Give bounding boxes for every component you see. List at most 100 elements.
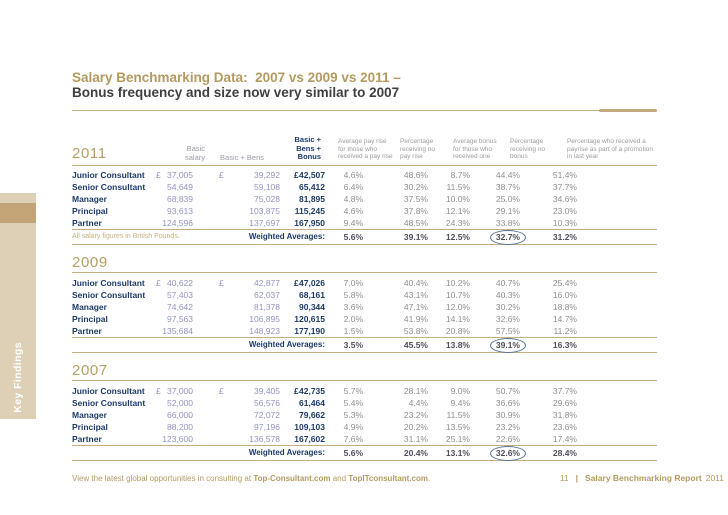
pct-promotion-cell: 17.4% xyxy=(552,433,577,444)
footer-link-topitconsultant[interactable]: TopITconsultant.com xyxy=(348,474,428,483)
column-header-basic-bens-bonus: Basic + Bens + Bonus xyxy=(294,135,321,161)
year-label-2007: 2007 xyxy=(72,362,657,381)
role-cell: Senior Consultant xyxy=(72,397,146,408)
avg-bonus-cell: 12.1% xyxy=(445,205,470,216)
weighted-pct-no-bonus: 32.6% xyxy=(487,445,544,461)
basic-bens-cell: 81,378 xyxy=(254,301,280,312)
basic-bens-bonus-cell: 167,602 xyxy=(294,433,325,444)
avg-bonus-cell: 13.5% xyxy=(445,421,470,432)
pct-no-pay-rise-cell: 40.4% xyxy=(403,277,428,288)
pct-no-bonus-cell: 38.7% xyxy=(495,181,520,192)
column-header-pct-promotion: Percentage who received a payrise as par… xyxy=(567,138,653,160)
role-cell: Manager xyxy=(72,301,107,312)
avg-bonus-cell: 11.5% xyxy=(446,181,470,192)
table-row: Senior Consultant 52,000 56,576 61,464 5… xyxy=(72,397,657,409)
salary-table-2011: 2011 Basic salary Basic + Bens Basic + Be… xyxy=(72,127,657,245)
salary-table-2007: Junior Consultant £37,000 £39,405 £42,73… xyxy=(72,381,657,461)
pct-no-bonus-cell: 25.0% xyxy=(495,193,520,204)
pct-no-pay-rise-cell: 28.1% xyxy=(403,385,428,396)
avg-pay-rise-cell: 5.3% xyxy=(343,409,363,420)
pound-sign: £ xyxy=(219,385,224,396)
footer-text: View the latest global opportunities in … xyxy=(72,474,254,483)
empty-cell xyxy=(72,337,193,352)
table-row: Manager 74,642 81,378 90,344 3.6% 47.1% … xyxy=(72,301,657,313)
table-row: Manager 66,000 72,072 79,662 5.3% 23.2% … xyxy=(72,409,657,421)
basic-salary-cell: £37,005 xyxy=(156,169,193,180)
key-findings-tab: Key Findings xyxy=(0,193,36,419)
table-row: Senior Consultant 57,403 62,037 68,161 5… xyxy=(72,289,657,301)
pct-promotion-cell: 34.6% xyxy=(552,193,577,204)
basic-bens-bonus-cell: 81,895 xyxy=(299,193,325,204)
pct-promotion-cell: 14.7% xyxy=(552,313,577,324)
pct-promotion-cell: 37.7% xyxy=(552,385,577,396)
basic-salary-cell: 52,000 xyxy=(167,397,193,408)
basic-salary-cell: 88,200 xyxy=(167,421,193,432)
pct-no-bonus-cell: 30.2% xyxy=(495,301,520,312)
basic-bens-bonus-cell: 167,950 xyxy=(294,217,325,228)
report-title: Salary Benchmarking Report xyxy=(585,473,702,483)
avg-pay-rise-cell: 4.9% xyxy=(343,421,363,432)
basic-salary-cell: 124,596 xyxy=(162,217,193,228)
avg-pay-rise-cell: 5.4% xyxy=(343,397,363,408)
avg-pay-rise-cell: 5.8% xyxy=(343,289,363,300)
table-row: Partner 123,600 136,578 167,602 7.6% 31.… xyxy=(72,433,657,445)
pct-no-bonus-cell: 44.4% xyxy=(495,169,520,180)
pound-sign: £ xyxy=(294,277,299,288)
weighted-avg-bonus: 13.8% xyxy=(445,339,470,350)
basic-salary-cell: 123,600 xyxy=(162,433,193,444)
sidebar-accent-band xyxy=(0,203,36,223)
role-cell: Junior Consultant xyxy=(72,277,145,288)
basic-bens-cell: 56,576 xyxy=(254,397,280,408)
column-header-row: 2011 Basic salary Basic + Bens Basic + Be… xyxy=(72,127,657,165)
role-cell: Manager xyxy=(72,409,107,420)
footer-link-top-consultant[interactable]: Top-Consultant.com xyxy=(253,474,331,483)
basic-bens-cell: 59,108 xyxy=(254,181,280,192)
basic-bens-bonus-cell: 120,615 xyxy=(294,313,325,324)
avg-bonus-cell: 20.8% xyxy=(445,325,470,336)
sidebar-section-label: Key Findings xyxy=(12,342,24,413)
pct-no-pay-rise-cell: 37.5% xyxy=(403,193,428,204)
role-cell: Senior Consultant xyxy=(72,289,146,300)
weighted-avg-bonus: 13.1% xyxy=(445,447,470,458)
basic-bens-cell: 106,895 xyxy=(249,313,280,324)
report-year: 2011 xyxy=(705,473,724,483)
avg-pay-rise-cell: 7.6% xyxy=(343,433,363,444)
pct-promotion-cell: 37.7% xyxy=(552,181,577,192)
highlight-ellipse: 32.7% xyxy=(489,229,526,245)
role-cell: Junior Consultant xyxy=(72,385,145,396)
table-row: Junior Consultant £37,000 £39,405 £42,73… xyxy=(72,381,657,397)
column-header-avg-bonus: Average bonus for those who received one xyxy=(453,138,497,160)
pound-sign: £ xyxy=(219,169,224,180)
weighted-avg-pay-rise: 5.6% xyxy=(343,447,363,458)
currency-footnote: All salary figures in British Pounds. xyxy=(72,233,180,240)
weighted-pct-no-pay-rise: 39.1% xyxy=(403,231,428,242)
basic-bens-cell: £42,877 xyxy=(219,277,280,288)
pct-no-bonus-cell: 33.8% xyxy=(495,217,520,228)
basic-salary-cell: 57,403 xyxy=(167,289,193,300)
basic-bens-bonus-cell: 79,662 xyxy=(299,409,325,420)
pct-no-pay-rise-cell: 37.8% xyxy=(403,205,428,216)
avg-bonus-cell: 10.0% xyxy=(445,193,470,204)
column-header-pct-no-pay-rise: Percentage receiving no pay rise xyxy=(400,138,436,160)
salary-table-2009: Junior Consultant £40,622 £42,877 £47,02… xyxy=(72,273,657,353)
basic-salary-cell: £40,622 xyxy=(156,277,193,288)
page-title-line1: Salary Benchmarking Data: 2007 vs 2009 v… xyxy=(72,70,401,85)
pct-promotion-cell: 31.8% xyxy=(552,409,577,420)
avg-bonus-cell: 11.5% xyxy=(446,409,470,420)
pct-no-pay-rise-cell: 20.2% xyxy=(403,421,428,432)
pct-no-bonus-cell: 29.1% xyxy=(495,205,520,216)
basic-salary-cell: 54,649 xyxy=(167,181,193,192)
table-row: Partner 124,596 137,697 167,950 9.4% 48.… xyxy=(72,217,657,229)
basic-bens-bonus-cell: 90,344 xyxy=(299,301,325,312)
pct-promotion-cell: 23.6% xyxy=(552,421,577,432)
avg-bonus-cell: 9.0% xyxy=(450,385,470,396)
pct-no-pay-rise-cell: 31.1% xyxy=(403,433,428,444)
footer-text: and xyxy=(330,474,349,483)
weighted-pct-promotion: 16.3% xyxy=(552,339,577,350)
avg-bonus-cell: 25.1% xyxy=(445,433,470,444)
weighted-averages-label: Weighted Averages: xyxy=(248,340,325,349)
weighted-pct-promotion: 31.2% xyxy=(552,231,577,242)
column-header-pct-no-bonus: Percentage receiving no bonus xyxy=(510,138,546,160)
table-row: Manager 68,839 75,028 81,895 4.8% 37.5% … xyxy=(72,193,657,205)
